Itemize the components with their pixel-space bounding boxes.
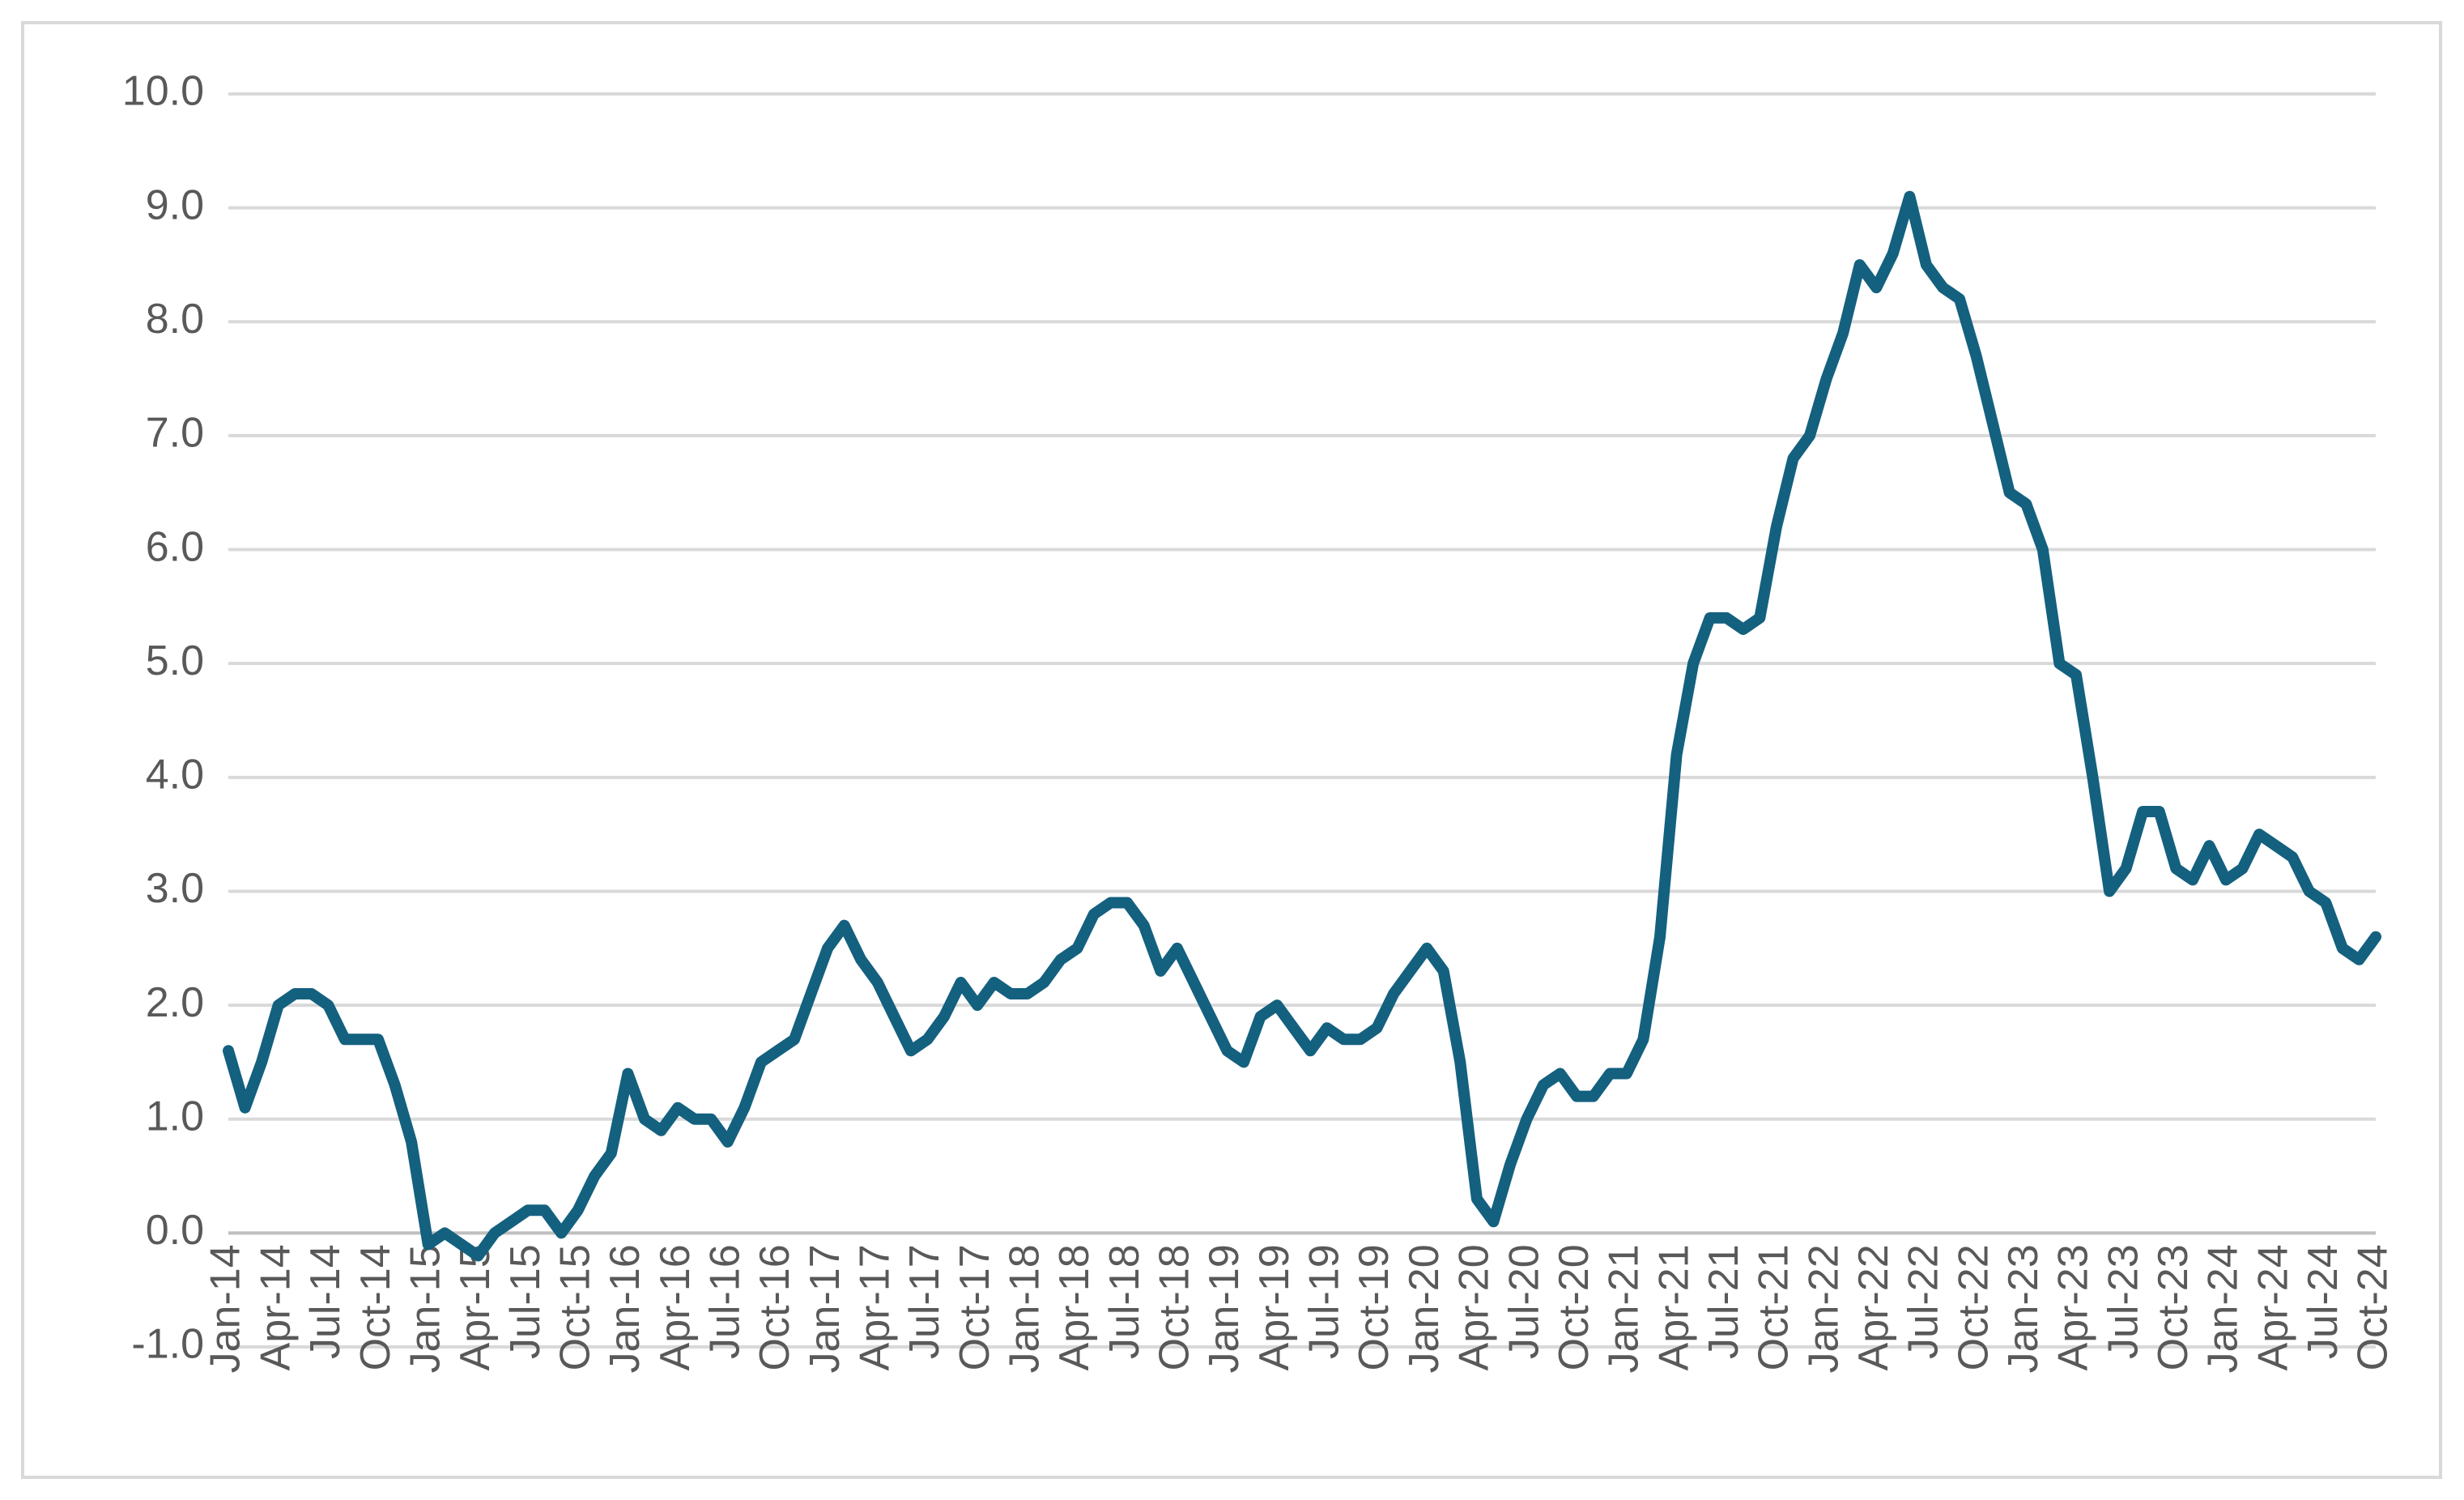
x-tick-label: Jul-17 bbox=[901, 1244, 948, 1359]
x-tick-label: Jan-23 bbox=[2000, 1244, 2047, 1373]
y-tick-label: 4.0 bbox=[146, 752, 204, 799]
y-tick-label: 10.0 bbox=[122, 68, 204, 115]
x-tick-label: Apr-18 bbox=[1051, 1244, 1098, 1370]
x-tick-label: Jul-18 bbox=[1101, 1244, 1148, 1359]
x-tick-label: Apr-15 bbox=[452, 1244, 499, 1370]
x-tick-label: Apr-21 bbox=[1650, 1244, 1697, 1370]
x-tick-label: Jul-15 bbox=[502, 1244, 549, 1359]
y-tick-label: 5.0 bbox=[146, 637, 204, 684]
x-tick-label: Oct-22 bbox=[1950, 1244, 1997, 1370]
x-tick-label: Oct-17 bbox=[951, 1244, 998, 1370]
x-tick-label: Apr-17 bbox=[852, 1244, 899, 1370]
y-tick-label: 2.0 bbox=[146, 979, 204, 1026]
x-tick-label: Jul-16 bbox=[701, 1244, 748, 1359]
x-tick-label: Jul-20 bbox=[1500, 1244, 1547, 1359]
x-tick-label: Jan-20 bbox=[1401, 1244, 1448, 1373]
x-tick-label: Oct-15 bbox=[551, 1244, 598, 1370]
x-tick-label: Apr-19 bbox=[1251, 1244, 1298, 1370]
x-tick-label: Jul-14 bbox=[302, 1244, 349, 1359]
x-tick-label: Jan-14 bbox=[202, 1244, 249, 1373]
y-tick-label: 7.0 bbox=[146, 410, 204, 457]
y-tick-label: 6.0 bbox=[146, 523, 204, 570]
x-tick-label: Apr-23 bbox=[2050, 1244, 2097, 1370]
x-tick-label: Oct-16 bbox=[751, 1244, 798, 1370]
x-tick-label: Oct-23 bbox=[2150, 1244, 2197, 1370]
x-tick-label: Apr-16 bbox=[652, 1244, 699, 1370]
x-tick-label: Jan-24 bbox=[2200, 1244, 2247, 1373]
x-tick-label: Jul-23 bbox=[2100, 1244, 2147, 1359]
x-tick-label: Oct-24 bbox=[2350, 1244, 2397, 1370]
x-tick-label: Jul-21 bbox=[1700, 1244, 1747, 1359]
y-tick-label: 8.0 bbox=[146, 296, 204, 343]
x-tick-label: Jul-19 bbox=[1301, 1244, 1348, 1359]
y-tick-label: 3.0 bbox=[146, 865, 204, 912]
x-tick-label: Jan-15 bbox=[402, 1244, 449, 1373]
y-tick-label: 1.0 bbox=[146, 1093, 204, 1140]
y-tick-label: -1.0 bbox=[131, 1321, 204, 1368]
x-tick-label: Jul-24 bbox=[2300, 1244, 2347, 1359]
x-tick-label: Jan-17 bbox=[802, 1244, 849, 1373]
x-tick-label: Jan-18 bbox=[1002, 1244, 1049, 1373]
x-tick-label: Jul-22 bbox=[1900, 1244, 1947, 1359]
x-tick-label: Oct-21 bbox=[1751, 1244, 1798, 1370]
x-tick-label: Oct-20 bbox=[1551, 1244, 1598, 1370]
x-tick-label: Apr-20 bbox=[1451, 1244, 1498, 1370]
x-tick-label: Oct-14 bbox=[352, 1244, 399, 1370]
y-tick-label: 0.0 bbox=[146, 1207, 204, 1254]
y-tick-label: 9.0 bbox=[146, 181, 204, 228]
x-tick-label: Apr-24 bbox=[2249, 1244, 2296, 1370]
data-line bbox=[223, 190, 2381, 1262]
x-tick-label: Oct-19 bbox=[1351, 1244, 1398, 1370]
x-tick-label: Jan-16 bbox=[602, 1244, 649, 1373]
x-tick-label: Jan-21 bbox=[1601, 1244, 1648, 1373]
x-tick-label: Jan-19 bbox=[1201, 1244, 1248, 1373]
x-tick-label: Jan-22 bbox=[1800, 1244, 1847, 1373]
x-tick-label: Apr-14 bbox=[252, 1244, 299, 1370]
x-tick-label: Apr-22 bbox=[1850, 1244, 1897, 1370]
x-tick-label: Oct-18 bbox=[1151, 1244, 1198, 1370]
